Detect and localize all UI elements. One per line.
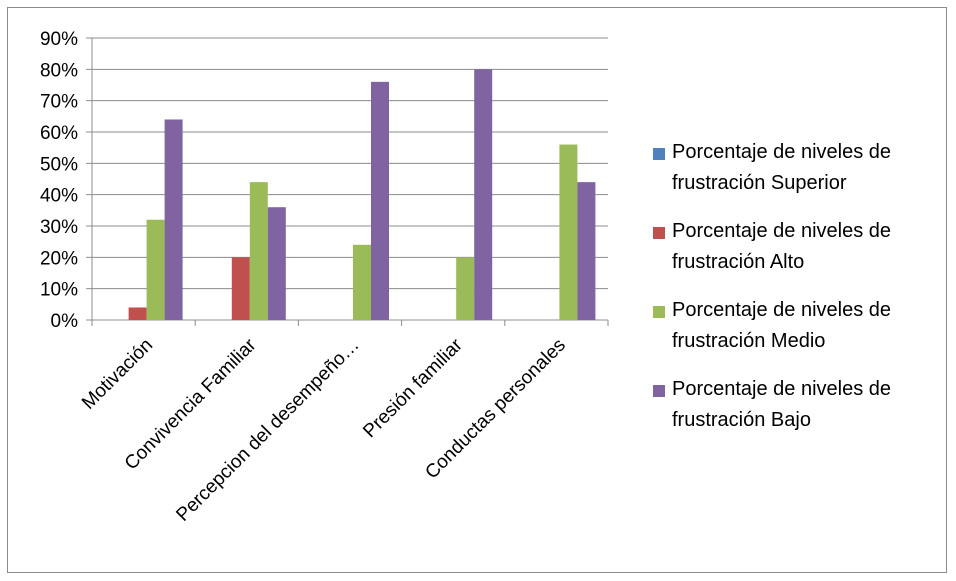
legend-label: frustración Superior: [672, 172, 847, 194]
bar-4-4: [474, 69, 493, 320]
bar-4-2: [267, 207, 286, 320]
legend-swatch: [653, 306, 665, 318]
legend-label: Porcentaje de niveles de: [672, 378, 891, 400]
legend-label: frustración Alto: [672, 251, 804, 273]
legend-label: frustración Bajo: [672, 409, 811, 431]
category-label: Percepcion del desempeño…: [172, 335, 363, 526]
legend-swatch: [653, 148, 665, 160]
bar-3-1: [146, 219, 165, 320]
category-label: Motivación: [78, 335, 157, 414]
y-tick-label: 0%: [51, 311, 79, 332]
legend-label: Porcentaje de niveles de: [672, 299, 891, 321]
bar-3-3: [353, 244, 371, 320]
y-tick-label: 30%: [40, 217, 78, 238]
legend-swatch: [653, 385, 665, 397]
bar-4-3: [371, 81, 389, 320]
y-tick-label: 90%: [40, 29, 78, 50]
y-tick-label: 60%: [40, 123, 78, 144]
bar-4-5: [577, 182, 596, 320]
legend-swatch: [653, 227, 665, 239]
bar-2-1: [128, 307, 147, 320]
bar-3-2: [249, 182, 268, 320]
category-label: Presión familiar: [359, 334, 467, 442]
y-tick-label: 80%: [40, 60, 78, 81]
y-tick-label: 70%: [40, 92, 78, 113]
y-tick-label: 20%: [40, 248, 78, 269]
y-tick-label: 40%: [40, 186, 78, 207]
bar-3-5: [559, 144, 578, 320]
legend-label: Porcentaje de niveles de: [672, 220, 891, 242]
legend-label: Porcentaje de niveles de: [672, 141, 891, 163]
bar-4-1: [164, 119, 183, 320]
bar-3-4: [456, 257, 475, 320]
legend-label: frustración Medio: [672, 330, 825, 352]
y-tick-label: 50%: [40, 154, 78, 175]
y-tick-label: 10%: [40, 280, 78, 301]
bar-2-2: [231, 257, 250, 320]
